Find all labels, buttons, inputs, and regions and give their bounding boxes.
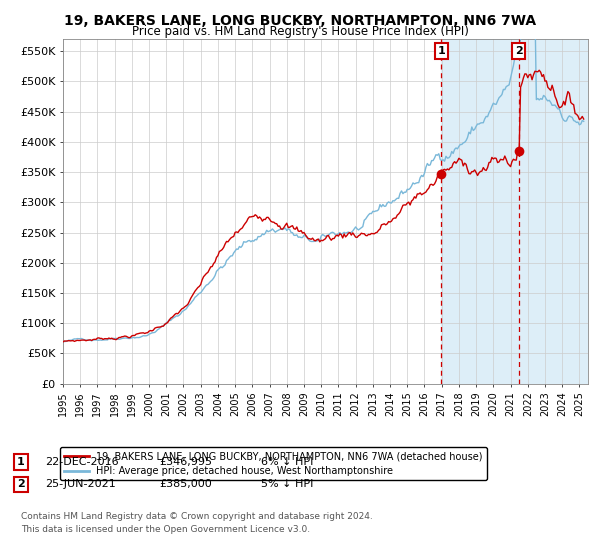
Text: 25-JUN-2021: 25-JUN-2021	[45, 479, 116, 489]
Text: 19, BAKERS LANE, LONG BUCKBY, NORTHAMPTON, NN6 7WA: 19, BAKERS LANE, LONG BUCKBY, NORTHAMPTO…	[64, 14, 536, 28]
Text: £346,995: £346,995	[159, 457, 212, 467]
Text: 6% ↓ HPI: 6% ↓ HPI	[261, 457, 313, 467]
Text: 1: 1	[17, 457, 25, 467]
Text: 2: 2	[17, 479, 25, 489]
Text: 1: 1	[437, 46, 445, 56]
Legend: 19, BAKERS LANE, LONG BUCKBY, NORTHAMPTON, NN6 7WA (detached house), HPI: Averag: 19, BAKERS LANE, LONG BUCKBY, NORTHAMPTO…	[61, 447, 487, 480]
Bar	[441, 39, 588, 384]
Text: Contains HM Land Registry data © Crown copyright and database right 2024.
This d: Contains HM Land Registry data © Crown c…	[21, 512, 373, 534]
Text: 5% ↓ HPI: 5% ↓ HPI	[261, 479, 313, 489]
Text: 2: 2	[515, 46, 523, 56]
Text: Price paid vs. HM Land Registry's House Price Index (HPI): Price paid vs. HM Land Registry's House …	[131, 25, 469, 38]
Text: £385,000: £385,000	[159, 479, 212, 489]
Text: 22-DEC-2016: 22-DEC-2016	[45, 457, 119, 467]
